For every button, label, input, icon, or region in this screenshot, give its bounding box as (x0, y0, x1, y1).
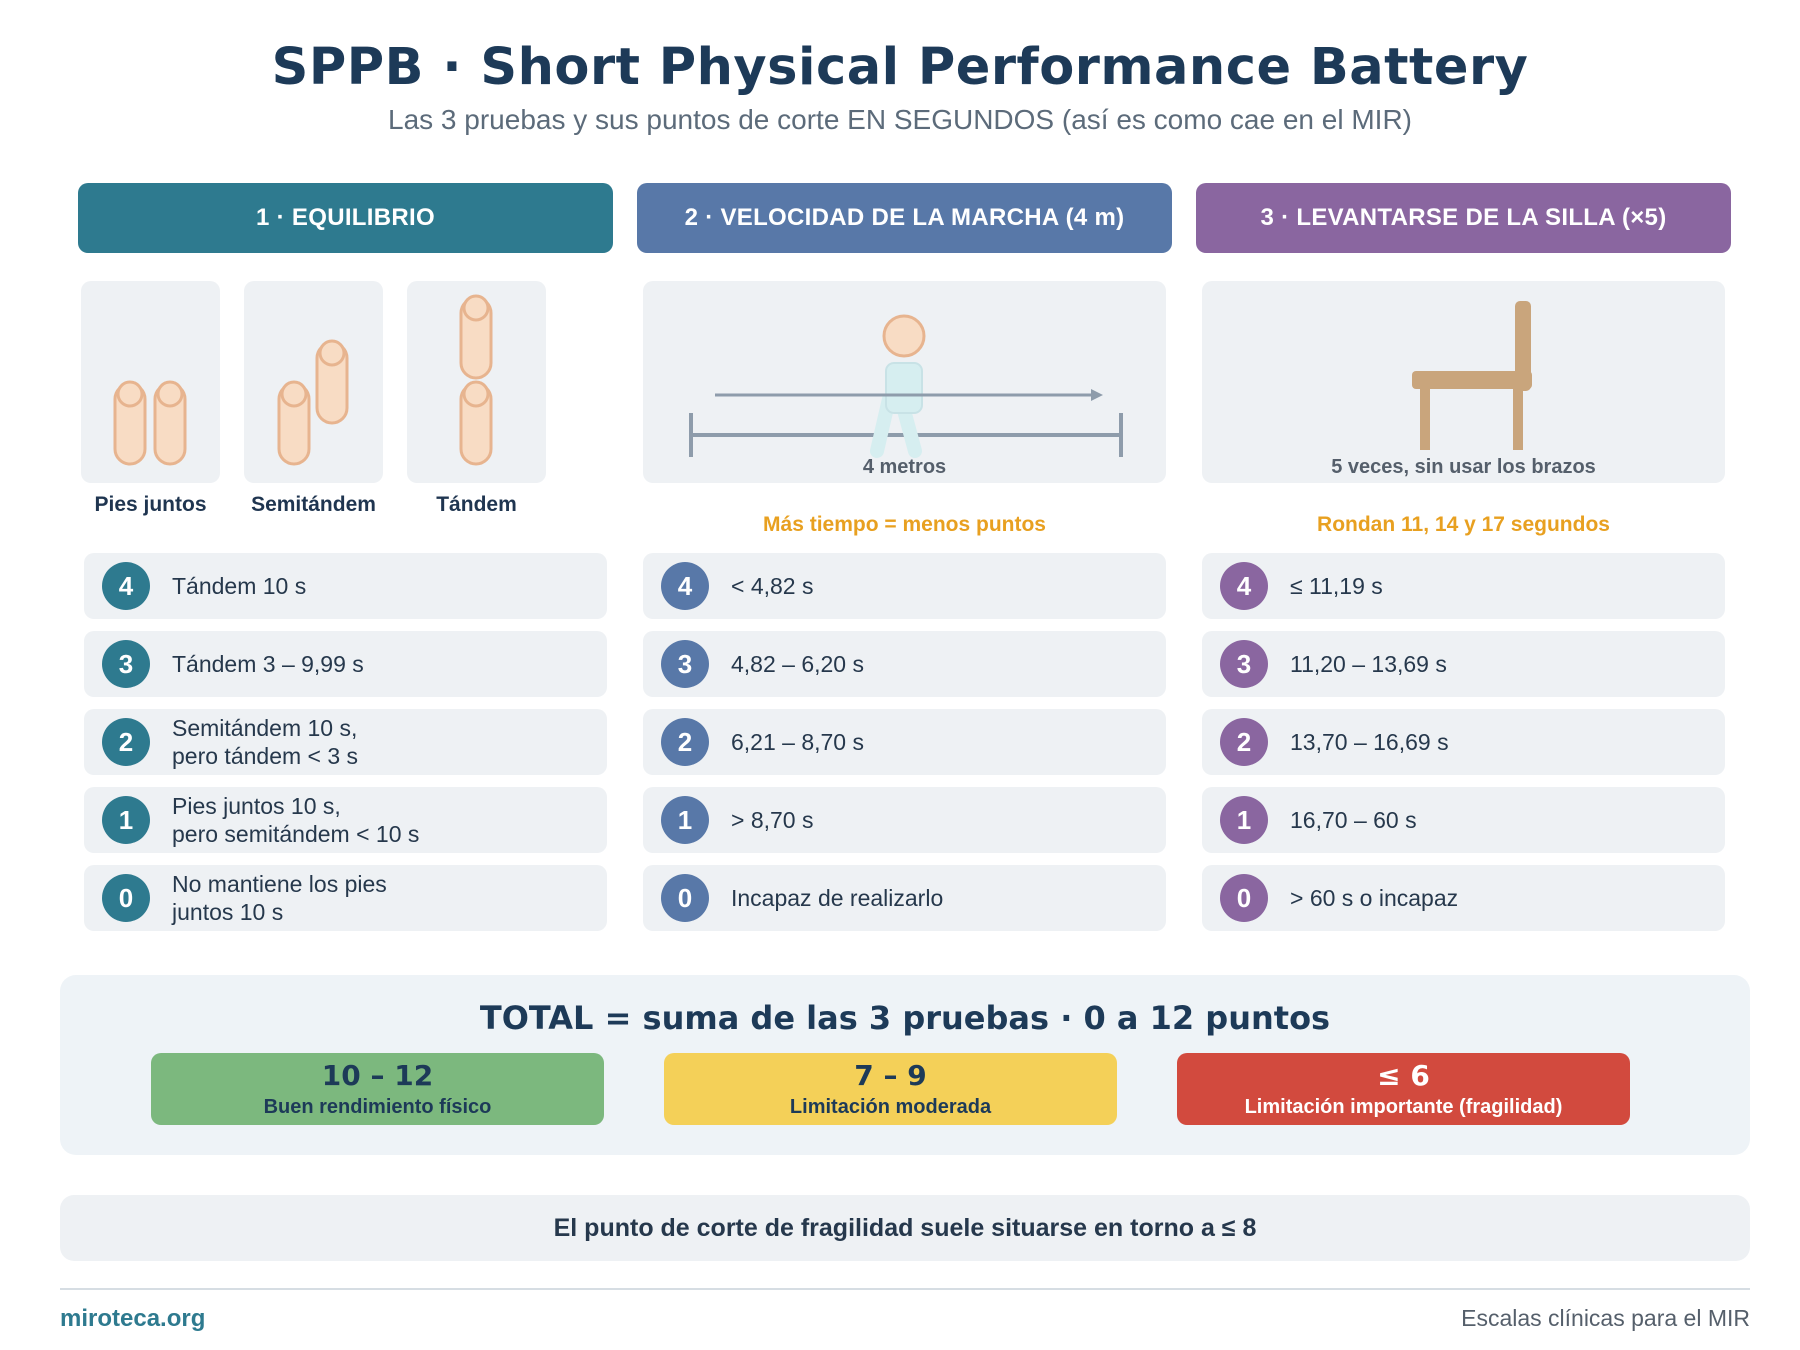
score-list-equilibrio: 4 Tándem 10 s 3 Tándem 3 – 9,99 s 2 Semi… (84, 553, 607, 943)
score-criterion: > 8,70 s (731, 807, 814, 833)
score-criterion: 11,20 – 13,69 s (1290, 651, 1447, 677)
score-criterion: ≤ 11,19 s (1290, 573, 1383, 599)
score-criterion: < 4,82 s (731, 573, 814, 599)
balance-positions (81, 281, 546, 483)
score-row: 3 Tándem 3 – 9,99 s (84, 631, 607, 697)
tandem-card (407, 281, 546, 483)
score-criterion: 6,21 – 8,70 s (731, 729, 864, 755)
score-row: 1 Pies juntos 10 s, pero semitándem < 10… (84, 787, 607, 853)
score-criterion: Tándem 3 – 9,99 s (172, 651, 364, 677)
score-list-marcha: 4 < 4,82 s 3 4,82 – 6,20 s 2 6,21 – 8,70… (643, 553, 1166, 943)
semi-tandem-card (244, 281, 383, 483)
score-badge: 4 (661, 562, 709, 610)
footer-tagline: Escalas clínicas para el MIR (1461, 1305, 1750, 1331)
tandem-icon (459, 294, 493, 466)
score-row: 0 No mantiene los pies juntos 10 s (84, 865, 607, 931)
feet-together-card (81, 281, 220, 483)
chair-illustration: 5 veces, sin usar los brazos (1202, 281, 1725, 483)
score-row: 4 Tándem 10 s (84, 553, 607, 619)
score-row: 3 4,82 – 6,20 s (643, 631, 1166, 697)
test-header-equilibrio: 1 · EQUILIBRIO (78, 183, 613, 253)
test-marcha: 2 · VELOCIDAD DE LA MARCHA (4 m) 4 metro… (637, 183, 1172, 931)
score-criterion: Tándem 10 s (172, 573, 307, 599)
score-badge: 1 (1220, 796, 1268, 844)
score-criterion: Semitándem 10 s, pero tándem < 3 s (172, 715, 359, 769)
score-badge: 3 (1220, 640, 1268, 688)
score-row: 1 16,70 – 60 s (1202, 787, 1725, 853)
range-label: Buen rendimiento físico (263, 1096, 492, 1118)
range-label: Limitación importante (fragilidad) (1244, 1096, 1563, 1118)
score-criterion: 13,70 – 16,69 s (1290, 729, 1449, 755)
score-badge: 1 (661, 796, 709, 844)
score-row: 0 > 60 s o incapaz (1202, 865, 1725, 931)
score-row: 1 > 8,70 s (643, 787, 1166, 853)
range-moderate: 7 – 9 Limitación moderada (664, 1053, 1117, 1125)
score-criterion: No mantiene los pies juntos 10 s (172, 871, 387, 925)
feet-together-icon (113, 380, 187, 466)
range-severe: ≤ 6 Limitación importante (fragilidad) (1177, 1053, 1630, 1125)
semi-tandem-icon (277, 339, 349, 466)
total-panel: TOTAL = suma de las 3 pruebas · 0 a 12 p… (60, 975, 1750, 1155)
score-badge: 0 (661, 874, 709, 922)
score-row: 3 11,20 – 13,69 s (1202, 631, 1725, 697)
score-badge: 4 (1220, 562, 1268, 610)
page-subtitle: Las 3 pruebas y sus puntos de corte EN S… (388, 104, 1412, 135)
score-row: 2 13,70 – 16,69 s (1202, 709, 1725, 775)
test-equilibrio: 1 · EQUILIBRIO (78, 183, 613, 931)
position-label: Pies juntos (94, 493, 207, 516)
range-value: ≤ 6 (1377, 1059, 1430, 1092)
score-badge: 2 (661, 718, 709, 766)
score-criterion: 4,82 – 6,20 s (731, 651, 864, 677)
score-badge: 2 (102, 718, 150, 766)
test-header-silla: 3 · LEVANTARSE DE LA SILLA (×5) (1196, 183, 1731, 253)
test-silla: 3 · LEVANTARSE DE LA SILLA (×5) 5 veces,… (1196, 183, 1731, 931)
score-list-silla: 4 ≤ 11,19 s 3 11,20 – 13,69 s 2 13,70 – … (1202, 553, 1725, 943)
footer-divider (60, 1288, 1750, 1290)
silla-note: Rondan 11, 14 y 17 segundos (1317, 513, 1610, 536)
walking-illustration: 4 metros (643, 281, 1166, 483)
score-criterion: > 60 s o incapaz (1290, 885, 1459, 911)
chair-caption: 5 veces, sin usar los brazos (1331, 456, 1596, 478)
score-badge: 4 (102, 562, 150, 610)
range-value: 10 – 12 (321, 1059, 434, 1092)
score-criterion: Pies juntos 10 s, pero semitándem < 10 s (172, 793, 420, 847)
score-row: 4 < 4,82 s (643, 553, 1166, 619)
walking-caption: 4 metros (862, 456, 947, 478)
page-title: SPPB · Short Physical Performance Batter… (271, 38, 1529, 97)
score-badge: 3 (661, 640, 709, 688)
marcha-note: Más tiempo = menos puntos (763, 513, 1046, 536)
range-value: 7 – 9 (854, 1059, 927, 1092)
score-row: 4 ≤ 11,19 s (1202, 553, 1725, 619)
score-row: 0 Incapaz de realizarlo (643, 865, 1166, 931)
position-label: Semitándem (251, 493, 376, 516)
total-title: TOTAL = suma de las 3 pruebas · 0 a 12 p… (479, 999, 1331, 1037)
score-criterion: Incapaz de realizarlo (731, 885, 944, 911)
score-row: 2 Semitándem 10 s, pero tándem < 3 s (84, 709, 607, 775)
range-good: 10 – 12 Buen rendimiento físico (151, 1053, 604, 1125)
chair-icon (1412, 301, 1532, 450)
score-criterion: 16,70 – 60 s (1290, 807, 1417, 833)
score-badge: 0 (102, 874, 150, 922)
position-label: Tándem (436, 493, 517, 516)
walking-person-icon (689, 314, 1123, 458)
score-row: 2 6,21 – 8,70 s (643, 709, 1166, 775)
score-badge: 1 (102, 796, 150, 844)
range-label: Limitación moderada (789, 1096, 992, 1118)
frailty-footnote: El punto de corte de fragilidad suele si… (60, 1195, 1750, 1261)
balance-position-labels: Pies juntos Semitándem Tándem (81, 493, 546, 517)
score-badge: 0 (1220, 874, 1268, 922)
score-badge: 2 (1220, 718, 1268, 766)
brand-link[interactable]: miroteca.org (60, 1305, 206, 1332)
test-header-marcha: 2 · VELOCIDAD DE LA MARCHA (4 m) (637, 183, 1172, 253)
score-badge: 3 (102, 640, 150, 688)
